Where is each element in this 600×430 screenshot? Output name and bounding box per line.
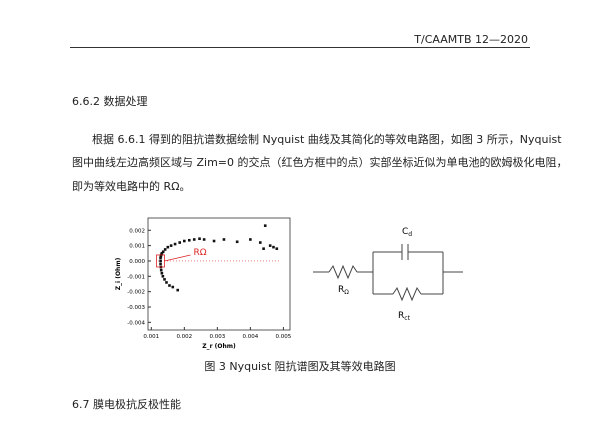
data-point [161,275,165,278]
y-tick-label: 0.002 [129,228,145,234]
data-point [272,245,275,249]
plot-frame [147,217,291,331]
data-point [262,247,265,250]
data-point [159,256,162,260]
data-point [275,247,279,250]
data-point [166,245,170,249]
data-point [165,281,168,284]
data-point [202,238,206,241]
circuit-diagram: Cd RΩ Rct [313,227,463,322]
paragraph-line: 即为等效电路中的 RΩ。 [72,180,191,193]
data-point [178,241,182,244]
circuit-label: Cd [402,227,412,238]
data-point [159,262,162,266]
section-heading: 6.6.2 数据处理 [72,95,148,108]
y-tick-label: -0.002 [127,290,145,296]
data-point [163,248,167,251]
data-point [159,259,162,263]
data-point [159,268,163,272]
data-point [171,285,175,289]
header-rule [70,47,530,48]
data-point [192,238,196,241]
data-point [176,288,180,292]
data-point [212,239,216,243]
data-point [258,241,262,244]
paragraph-line: 根据 6.6.1 得到的阻抗谱数据绘制 Nyquist 曲线及其简化的等效电路图… [92,133,562,146]
data-point [263,224,267,227]
x-tick-label: 0.005 [276,334,292,340]
y-axis-label: Z_i (Ohm) [115,257,122,290]
x-tick-label: 0.002 [176,334,192,340]
data-point [159,255,163,258]
circuit-label: RΩ [338,285,349,296]
data-point [249,238,252,241]
y-tick-label: -0.001 [127,274,145,280]
section-heading: 6.7 膜电极抗反极性能 [72,398,181,411]
x-axis-label: Z_r (Ohm) [202,343,236,350]
data-point [268,244,272,247]
x-tick-label: 0.004 [242,334,258,340]
header-code: T/CAAMTB 12—2020 [414,33,528,46]
data-point [222,238,226,241]
y-tick-label: -0.003 [127,305,145,311]
data-point [163,278,166,281]
data-point [183,239,186,243]
data-point [169,244,173,247]
data-point [198,237,201,241]
paragraph-line: 图中曲线左边高频区域与 Zim=0 的交点（红色方框中的点）实部坐标近似为单电池… [72,156,568,169]
figure-caption: 图 3 Nyquist 阻抗谱图及其等效电路图 [204,360,396,373]
annotation: RΩ [194,248,207,258]
data-point [160,251,164,255]
x-tick-label: 0.001 [143,334,159,340]
data-point [168,284,171,287]
annotation-arrow [164,254,191,262]
y-tick-label: -0.004 [127,320,145,326]
x-tick-label: 0.003 [209,334,225,340]
data-point [161,250,165,254]
highlight-box [156,254,165,268]
circuit-label: Rct [398,311,411,322]
data-point [235,240,239,244]
y-tick-label: 0.000 [129,259,145,265]
data-point [160,271,164,275]
data-point [187,238,191,242]
data-point [173,242,177,246]
y-tick-label: 0.001 [129,244,145,250]
